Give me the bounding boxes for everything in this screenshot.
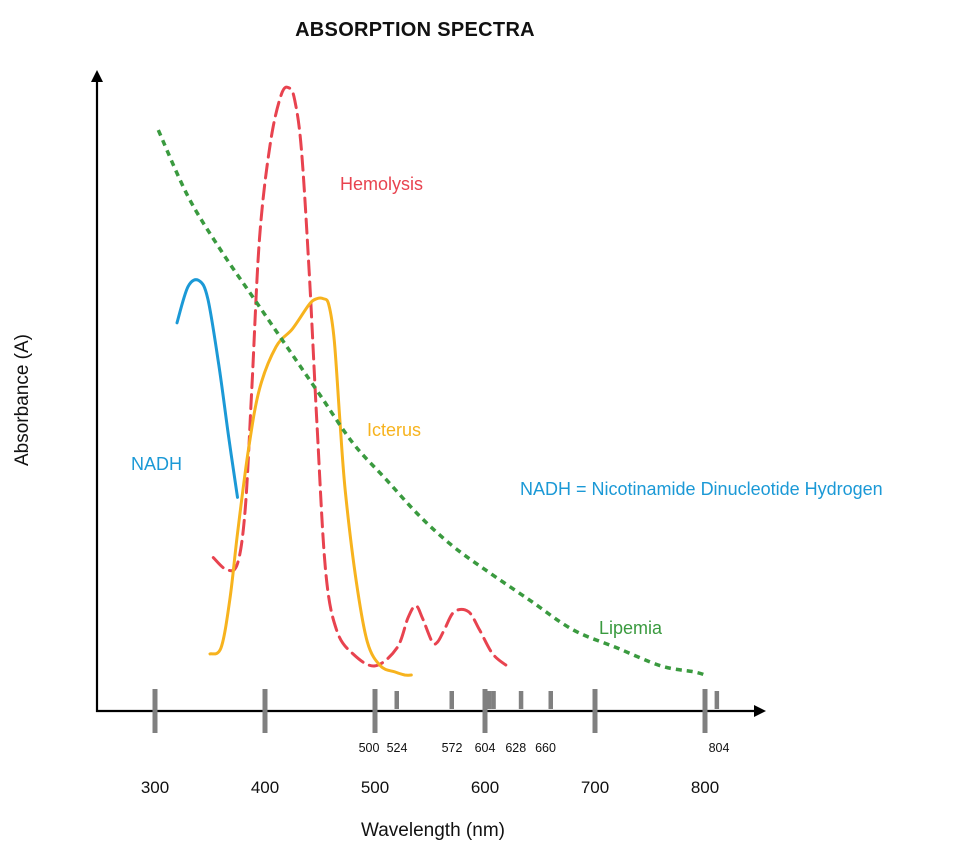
y-axis-arrow — [91, 70, 103, 82]
x-major-tick-label: 400 — [251, 778, 279, 797]
series-lines — [156, 85, 706, 677]
x-minor-tick-label: 572 — [442, 741, 463, 755]
lipemia-series-line — [156, 129, 706, 677]
x-minor-tick-label: 804 — [709, 741, 730, 755]
axes — [91, 70, 766, 717]
x-tick-mark-633 — [518, 691, 524, 709]
x-major-tick-label: 600 — [471, 778, 499, 797]
x-tick-mark-300 — [152, 689, 158, 733]
x-tick-mark-500 — [372, 689, 378, 733]
x-tick-mark-520 — [394, 691, 399, 709]
x-tick-mark-608 — [491, 691, 496, 709]
hemolysis-label: Hemolysis — [340, 174, 423, 194]
icterus-label: Icterus — [367, 420, 421, 440]
x-tick-mark-660 — [548, 691, 553, 709]
x-minor-tick-label: 500 — [359, 741, 380, 755]
x-tick-marks — [152, 689, 720, 733]
y-axis-label: Absorbance (A) — [12, 334, 33, 466]
x-major-tick-label: 800 — [691, 778, 719, 797]
x-tick-mark-700 — [592, 689, 598, 733]
nadh-series-line — [175, 278, 239, 499]
x-major-tick-labels: 300 400 500 600 700 800 — [141, 778, 719, 797]
hemolysis-series-line — [211, 85, 509, 668]
x-minor-tick-label: 604 — [475, 741, 496, 755]
x-tick-mark-400 — [262, 689, 268, 733]
nadh-definition-note: NADH = Nicotinamide Dinucleotide Hydroge… — [520, 479, 883, 499]
x-major-tick-label: 700 — [581, 778, 609, 797]
x-major-tick-label: 500 — [361, 778, 389, 797]
x-tick-mark-600 — [482, 689, 488, 733]
x-minor-tick-label: 628 — [505, 741, 526, 755]
x-tick-mark-570 — [449, 691, 454, 709]
icterus-series-line — [208, 296, 413, 677]
nadh-label: NADH — [131, 454, 182, 474]
x-major-tick-label: 300 — [141, 778, 169, 797]
x-minor-tick-labels: 500 524 572 604 628 660 804 — [359, 741, 730, 755]
x-axis-arrow — [754, 705, 766, 717]
chart-title: ABSORPTION SPECTRA — [295, 19, 535, 41]
lipemia-label: Lipemia — [599, 618, 663, 638]
x-tick-mark-811 — [714, 691, 720, 709]
x-tick-mark-800 — [702, 689, 708, 733]
x-axis-label: Wavelength (nm) — [361, 820, 505, 841]
x-tick-mark-604 — [486, 691, 492, 709]
x-minor-tick-label: 524 — [387, 741, 408, 755]
x-minor-tick-label: 660 — [535, 741, 556, 755]
